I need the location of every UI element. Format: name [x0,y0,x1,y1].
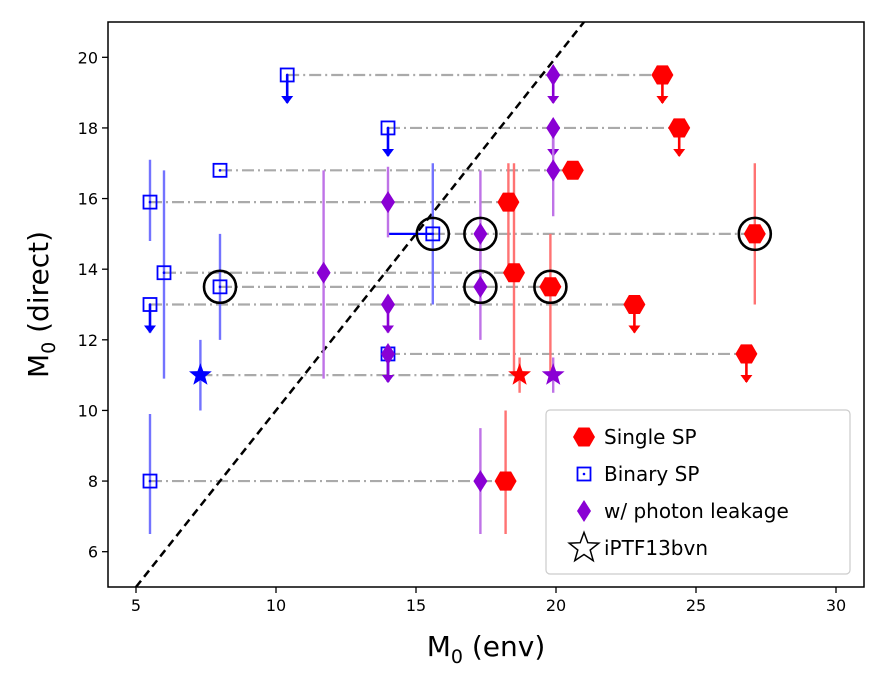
square-point [212,279,228,295]
diamond-point [473,470,488,493]
diamond-point [546,159,561,182]
legend-label: Single SP [604,425,697,449]
highlight-circle [415,216,451,252]
star-point [189,363,212,385]
star-point [541,363,565,385]
hexagon-point [503,263,525,283]
diagonal-line-group [135,22,585,587]
highlight-circle [533,269,568,305]
square-point [279,67,295,83]
y-tick-label: 18 [78,119,98,138]
x-tick-label: 25 [686,596,706,615]
hexagon-point [668,118,691,138]
y-tick-label: 8 [88,472,98,491]
legend-label: Binary SP [604,462,699,486]
y-tick-label: 14 [78,260,98,279]
legend-marker [567,530,601,563]
square-point [212,162,228,178]
upper-limit-arrowhead [382,325,394,334]
upper-limit-arrowhead [547,95,560,104]
upper-limit-arrowhead [382,148,394,157]
diamond-point [546,63,561,86]
x-tick-label: 5 [131,596,141,615]
one-to-one-line [135,22,585,587]
x-axis-title: M0 (env) [427,630,546,668]
x-tick-label: 10 [266,596,286,615]
diamond-point [381,191,395,214]
hexagon-point [623,295,646,314]
hexagon-point [735,344,758,364]
diamond-point [381,293,395,316]
legend-marker [576,466,592,482]
legend-box [545,409,851,575]
x-tick-label: 15 [406,596,426,615]
legend-label: w/ photon leakage [604,499,789,523]
y-tick-label: 6 [88,543,98,562]
diamond-point [381,342,395,365]
upper-limit-arrowhead [144,325,156,334]
legend-marker [577,500,591,522]
diamond-point [546,116,561,139]
legend-marker [573,427,595,447]
upper-limit-arrowhead [628,325,641,334]
y-tick-label: 12 [78,331,98,350]
highlight-circle [463,269,498,305]
highlight-circles [202,216,773,305]
legend: Single SP Binary SP w/ photon leakage iPTF1… [545,409,851,575]
hexagon-point [497,192,520,212]
x-tick-label: 20 [546,596,566,615]
square-point [142,297,158,312]
x-tick-label: 30 [826,596,846,615]
star-point [508,363,531,385]
upper-limit-arrowhead [673,148,686,157]
plot-frame [107,21,865,588]
square-point [142,473,158,489]
hexagon-point [539,277,562,297]
hexagon-point [494,471,517,491]
diamond-point [316,261,331,284]
data-points [142,63,766,493]
hexagon-point [743,224,766,244]
diamond-point [473,222,488,245]
square-point [380,120,396,136]
upper-limit-arrowhead [382,374,394,383]
highlight-circle [202,269,238,305]
hexagon-point [651,65,674,85]
diamond-point [473,275,488,298]
square-point [142,194,158,210]
highlight-circle [463,216,498,252]
highlight-circle [737,216,773,252]
y-tick-label: 20 [78,48,98,67]
hexagon-point [561,160,584,180]
square-point [156,265,172,281]
y-tick-label: 16 [78,190,98,209]
upper-limit-arrowhead [656,95,669,104]
upper-limit-arrowhead [281,95,294,104]
upper-limit-arrowhead [740,374,753,383]
legend-label: iPTF13bvn [604,536,708,560]
y-axis-title: M0 (direct) [22,231,60,378]
y-tick-label: 10 [78,401,98,420]
axis-ticks: 5 10 15 20 25 30 6 8 10 12 14 16 18 20 [78,48,847,615]
square-point [425,226,441,242]
